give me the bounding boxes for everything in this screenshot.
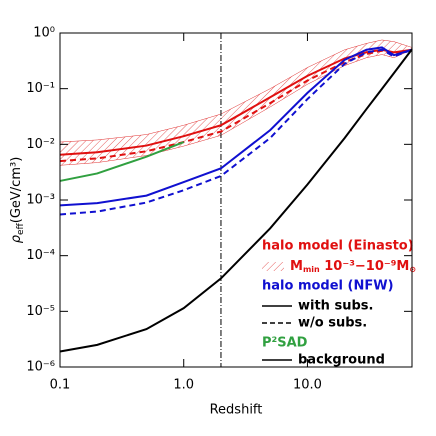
legend-background: background <box>298 353 385 368</box>
y-label-unit: (GeV/cm³) <box>9 157 24 224</box>
y-tick-label: 10⁻⁵ <box>26 304 55 319</box>
y-tick-label: 10⁻¹ <box>26 81 55 96</box>
y-label-sub: eff <box>16 222 26 235</box>
y-axis-label: ρeff(GeV/cm³) <box>9 157 26 244</box>
x-tick-label: 0.1 <box>50 378 71 393</box>
legend-p2sad: P²SAD <box>262 336 308 351</box>
legend-m-sub: min <box>303 265 320 274</box>
series-line <box>59 141 185 182</box>
legend-nfw: halo model (NFW) <box>262 279 394 294</box>
legend-m: M <box>290 259 303 274</box>
series-line <box>59 48 413 163</box>
legend-sun: ⊙ <box>409 265 416 274</box>
series-line <box>59 48 413 216</box>
y-tick-label: 10⁰ <box>33 26 55 41</box>
series-line <box>59 46 413 207</box>
x-tick-label: 10.0 <box>293 378 322 393</box>
y-label-symbol: ρ <box>9 234 24 243</box>
legend-mmin: Mmin 10⁻³−10⁻⁹M⊙ <box>290 259 416 274</box>
legend: halo model (Einasto) Mmin 10⁻³−10⁻⁹M⊙ ha… <box>262 239 416 368</box>
band <box>59 39 413 166</box>
legend-without: w/o subs. <box>298 316 367 331</box>
y-tick-label: 10⁻⁴ <box>26 248 55 263</box>
legend-einasto: halo model (Einasto) <box>262 239 414 254</box>
series-line <box>59 48 413 353</box>
legend-with: with subs. <box>298 299 373 314</box>
y-tick-label: 10⁻² <box>26 137 55 152</box>
legend-range: 10⁻³−10⁻⁹M <box>320 259 410 274</box>
x-tick-label: 1.0 <box>173 378 194 393</box>
y-tick-label: 10⁻³ <box>26 193 55 208</box>
series-line <box>59 48 413 156</box>
x-axis-label: Redshift <box>210 403 263 418</box>
legend-band-swatch <box>262 262 284 271</box>
y-tick-label: 10⁻⁶ <box>26 360 55 375</box>
